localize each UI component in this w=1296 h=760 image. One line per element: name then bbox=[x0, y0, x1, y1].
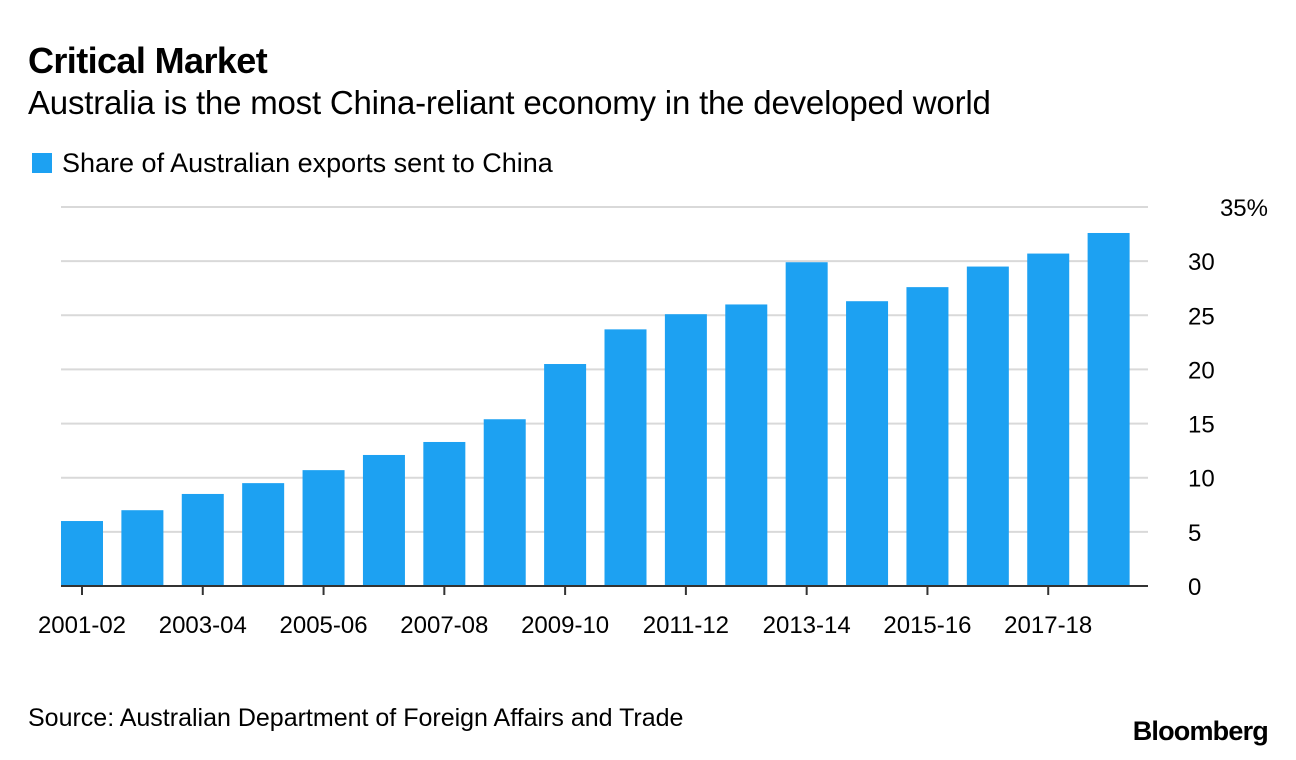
x-tick-label: 2003-04 bbox=[159, 612, 247, 639]
y-tick-label: 20 bbox=[1188, 357, 1215, 384]
bar bbox=[966, 266, 1009, 586]
legend-label: Share of Australian exports sent to Chin… bbox=[62, 147, 553, 178]
y-tick-label: 5 bbox=[1188, 520, 1201, 547]
bars bbox=[61, 232, 1130, 586]
chart-title: Critical Market bbox=[28, 40, 268, 81]
x-tick-label: 2001-02 bbox=[38, 612, 126, 639]
y-tick-label: 15 bbox=[1188, 412, 1215, 439]
legend-swatch bbox=[32, 153, 52, 173]
bar bbox=[664, 314, 707, 586]
x-tick-label: 2007-08 bbox=[400, 612, 488, 639]
bar bbox=[785, 262, 828, 586]
x-tick-label: 2011-12 bbox=[643, 612, 729, 639]
bar bbox=[483, 419, 526, 586]
bar bbox=[121, 510, 164, 586]
x-tick-label: 2005-06 bbox=[280, 612, 368, 639]
bar bbox=[302, 470, 345, 586]
bar bbox=[61, 521, 103, 586]
bar bbox=[906, 287, 949, 586]
y-tick-label: 35% bbox=[1220, 195, 1268, 222]
bar bbox=[846, 301, 889, 586]
bar bbox=[725, 304, 768, 586]
bar bbox=[423, 441, 466, 586]
x-tick-label: 2009-10 bbox=[521, 612, 609, 639]
source-note: Source: Australian Department of Foreign… bbox=[28, 704, 684, 732]
bar bbox=[181, 493, 224, 586]
y-tick-label: 25 bbox=[1188, 303, 1215, 330]
bar bbox=[362, 454, 405, 586]
chart-subtitle: Australia is the most China-reliant econ… bbox=[28, 84, 991, 121]
y-tick-label: 0 bbox=[1188, 574, 1201, 601]
x-tick-label: 2013-14 bbox=[763, 612, 851, 639]
bar bbox=[242, 483, 285, 586]
bar bbox=[1087, 232, 1130, 586]
x-axis-labels: 2001-02 2003-04 2005-06 2007-08 2009-10 2011-… bbox=[38, 612, 1092, 639]
x-tick-label: 2015-16 bbox=[883, 612, 971, 639]
bar bbox=[1027, 253, 1070, 586]
y-tick-label: 10 bbox=[1188, 466, 1215, 493]
x-tick-label: 2017-18 bbox=[1004, 612, 1092, 639]
bar bbox=[604, 329, 647, 586]
y-tick-label: 30 bbox=[1188, 249, 1215, 276]
bar bbox=[544, 364, 587, 586]
brand-logo: Bloomberg bbox=[1132, 716, 1269, 746]
x-axis bbox=[61, 585, 1148, 595]
chart-legend: Share of Australian exports sent to Chin… bbox=[32, 146, 553, 180]
